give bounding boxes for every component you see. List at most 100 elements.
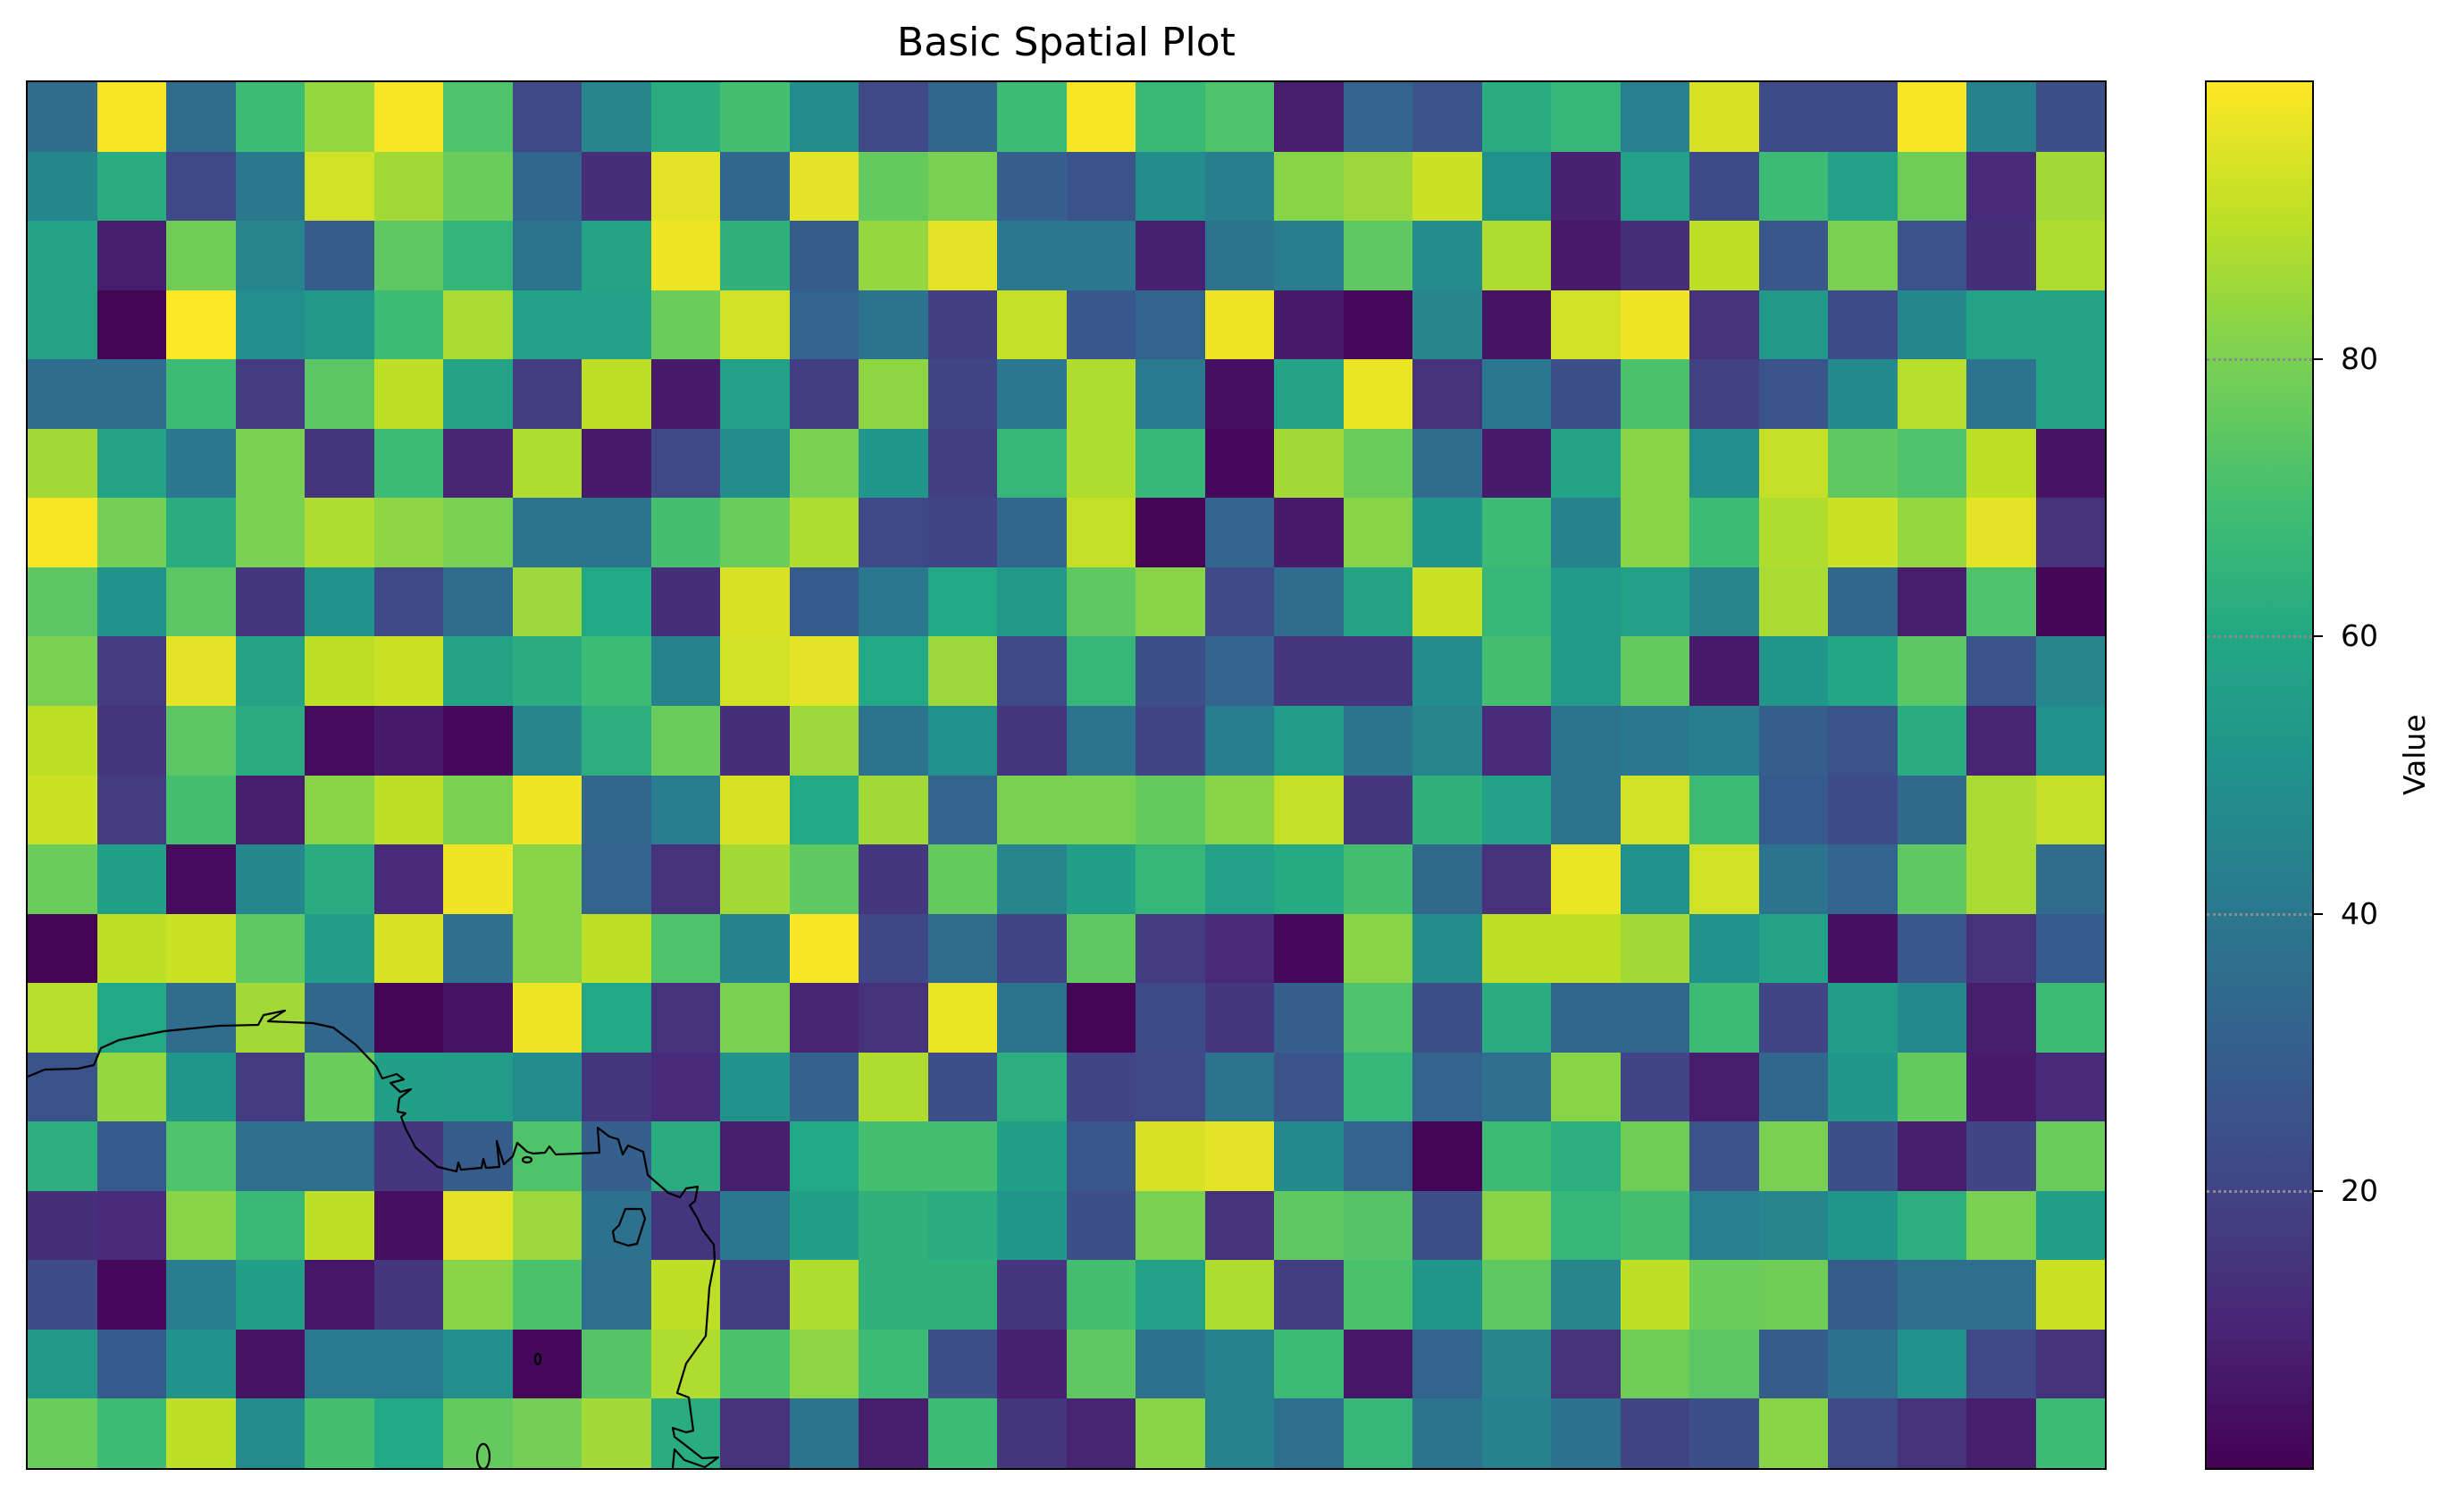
heatmap-cell [443, 844, 513, 914]
heatmap-cell [512, 1398, 582, 1468]
heatmap-cell [1343, 498, 1412, 567]
heatmap-cell [1481, 1190, 1551, 1261]
heatmap-cell [512, 428, 582, 499]
heatmap-cell [1343, 636, 1412, 706]
heatmap-cell [582, 359, 651, 429]
heatmap-cell [1343, 82, 1412, 152]
heatmap-cell [1204, 1260, 1274, 1330]
heatmap-cell [997, 1121, 1067, 1191]
heatmap-cell [1066, 1121, 1136, 1191]
heatmap-cell [305, 151, 374, 222]
heatmap-cell [927, 705, 997, 776]
heatmap-cell [1620, 221, 1689, 290]
heatmap-cell [1828, 1329, 1898, 1399]
heatmap-cell [582, 636, 651, 706]
heatmap-cell [720, 221, 790, 290]
heatmap-cell [1136, 1052, 1205, 1122]
heatmap-cell [1758, 844, 1828, 914]
heatmap-cell [1897, 290, 1966, 360]
heatmap-cell [1551, 636, 1621, 706]
heatmap-cell [1689, 1190, 1759, 1261]
heatmap-cell [1136, 705, 1205, 776]
heatmap-cell [720, 775, 790, 845]
heatmap-cell [373, 1398, 443, 1468]
heatmap-cell [859, 705, 928, 776]
heatmap-cell [1274, 913, 1344, 984]
heatmap-cell [1551, 844, 1621, 914]
heatmap-cell [1204, 705, 1274, 776]
heatmap-cell [1620, 775, 1689, 845]
heatmap-cell [1689, 1398, 1759, 1468]
heatmap-cell [1204, 290, 1274, 360]
heatmap-cell [96, 221, 166, 290]
heatmap-cell [443, 1190, 513, 1261]
heatmap-cell [1412, 1121, 1482, 1191]
heatmap-cell [28, 567, 97, 637]
heatmap-cell [443, 567, 513, 637]
heatmap-cell [373, 1052, 443, 1122]
heatmap-cell [1274, 1260, 1344, 1330]
heatmap-cell [1689, 1121, 1759, 1191]
heatmap-cell [1066, 775, 1136, 845]
heatmap-cell [1689, 1329, 1759, 1399]
heatmap-cell [789, 1329, 859, 1399]
heatmap-cell [1620, 1190, 1689, 1261]
heatmap-cell [582, 151, 651, 222]
heatmap-cell [720, 983, 790, 1053]
heatmap-cell [1066, 913, 1136, 984]
heatmap-cell [1481, 705, 1551, 776]
heatmap-cell [1689, 498, 1759, 567]
heatmap-cell [1828, 775, 1898, 845]
heatmap-cell [1828, 844, 1898, 914]
heatmap-cell [235, 567, 305, 637]
heatmap-cell [1551, 221, 1621, 290]
heatmap-cell [1343, 290, 1412, 360]
heatmap-cell [1620, 151, 1689, 222]
heatmap-cell [1343, 428, 1412, 499]
heatmap-cell [650, 290, 720, 360]
heatmap-cell [373, 844, 443, 914]
heatmap-cell [235, 428, 305, 499]
heatmap-cell [582, 567, 651, 637]
heatmap-cell [1204, 359, 1274, 429]
heatmap-cell [1966, 636, 2036, 706]
heatmap-cell [96, 1121, 166, 1191]
heatmap-cell [166, 636, 236, 706]
heatmap-cell [96, 567, 166, 637]
heatmap-grid [28, 82, 2105, 1468]
heatmap-cell [927, 290, 997, 360]
heatmap-cell [650, 567, 720, 637]
heatmap-cell [1343, 1190, 1412, 1261]
heatmap-cell [373, 1329, 443, 1399]
heatmap-cell [28, 1190, 97, 1261]
heatmap-cell [512, 1052, 582, 1122]
heatmap-cell [512, 1190, 582, 1261]
heatmap-cell [997, 567, 1067, 637]
heatmap-cell [166, 498, 236, 567]
heatmap-cell [1620, 636, 1689, 706]
heatmap-cell [443, 1260, 513, 1330]
heatmap-cell [1274, 428, 1344, 499]
heatmap-cell [859, 636, 928, 706]
heatmap-cell [96, 1052, 166, 1122]
heatmap-cell [997, 221, 1067, 290]
heatmap-cell [582, 844, 651, 914]
heatmap-cell [373, 82, 443, 152]
heatmap-cell [443, 290, 513, 360]
heatmap-cell [720, 913, 790, 984]
heatmap-cell [96, 82, 166, 152]
heatmap-cell [1758, 1052, 1828, 1122]
heatmap-cell [1066, 567, 1136, 637]
heatmap-cell [1204, 1052, 1274, 1122]
heatmap-cell [650, 913, 720, 984]
heatmap-cell [1204, 636, 1274, 706]
heatmap-cell [1343, 1121, 1412, 1191]
heatmap-cell [1620, 705, 1689, 776]
heatmap-cell [1551, 82, 1621, 152]
heatmap-cell [96, 983, 166, 1053]
heatmap-cell [443, 705, 513, 776]
heatmap-cell [2035, 82, 2105, 152]
heatmap-cell [1758, 498, 1828, 567]
heatmap-cell [927, 1121, 997, 1191]
heatmap-cell [582, 221, 651, 290]
